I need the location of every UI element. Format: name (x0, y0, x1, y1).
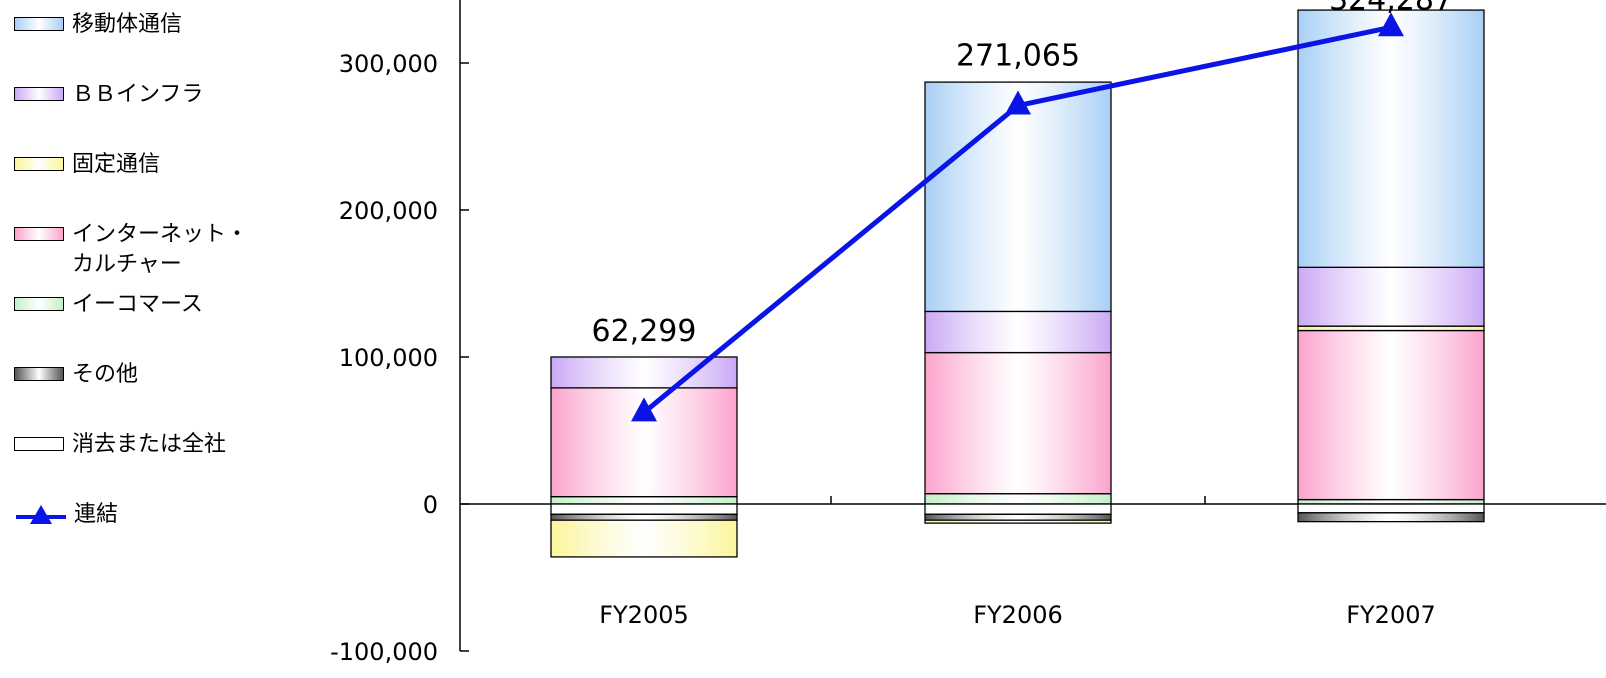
bar-segment (925, 494, 1111, 504)
bar-segment (925, 504, 1111, 514)
x-tick-label: FY2005 (599, 601, 689, 629)
x-tick-label: FY2006 (973, 601, 1063, 629)
y-tick-label: 100,000 (339, 344, 438, 372)
data-label: 62,299 (592, 314, 697, 349)
bar-segment (925, 514, 1111, 520)
bar-segment (1298, 331, 1484, 500)
data-label: 271,065 (956, 39, 1080, 74)
bar-segment (1298, 326, 1484, 330)
bar-segment (925, 353, 1111, 494)
y-tick-label: -100,000 (330, 638, 438, 666)
bar-segment (1298, 10, 1484, 267)
bar-segment (551, 520, 737, 557)
bar-segment (1298, 504, 1484, 513)
bar-segment (551, 504, 737, 514)
bar-segment (925, 520, 1111, 523)
bar-segment (551, 497, 737, 504)
y-tick-label: 200,000 (339, 197, 438, 225)
bar-segment (925, 82, 1111, 311)
y-tick-label: 0 (423, 491, 438, 519)
bar-segment (551, 514, 737, 520)
x-tick-label: FY2007 (1346, 601, 1436, 629)
bar-segment (1298, 267, 1484, 326)
bar-segment (925, 311, 1111, 352)
bar-segment (1298, 500, 1484, 504)
y-tick-label: 300,000 (339, 50, 438, 78)
bar-segment (1298, 513, 1484, 522)
